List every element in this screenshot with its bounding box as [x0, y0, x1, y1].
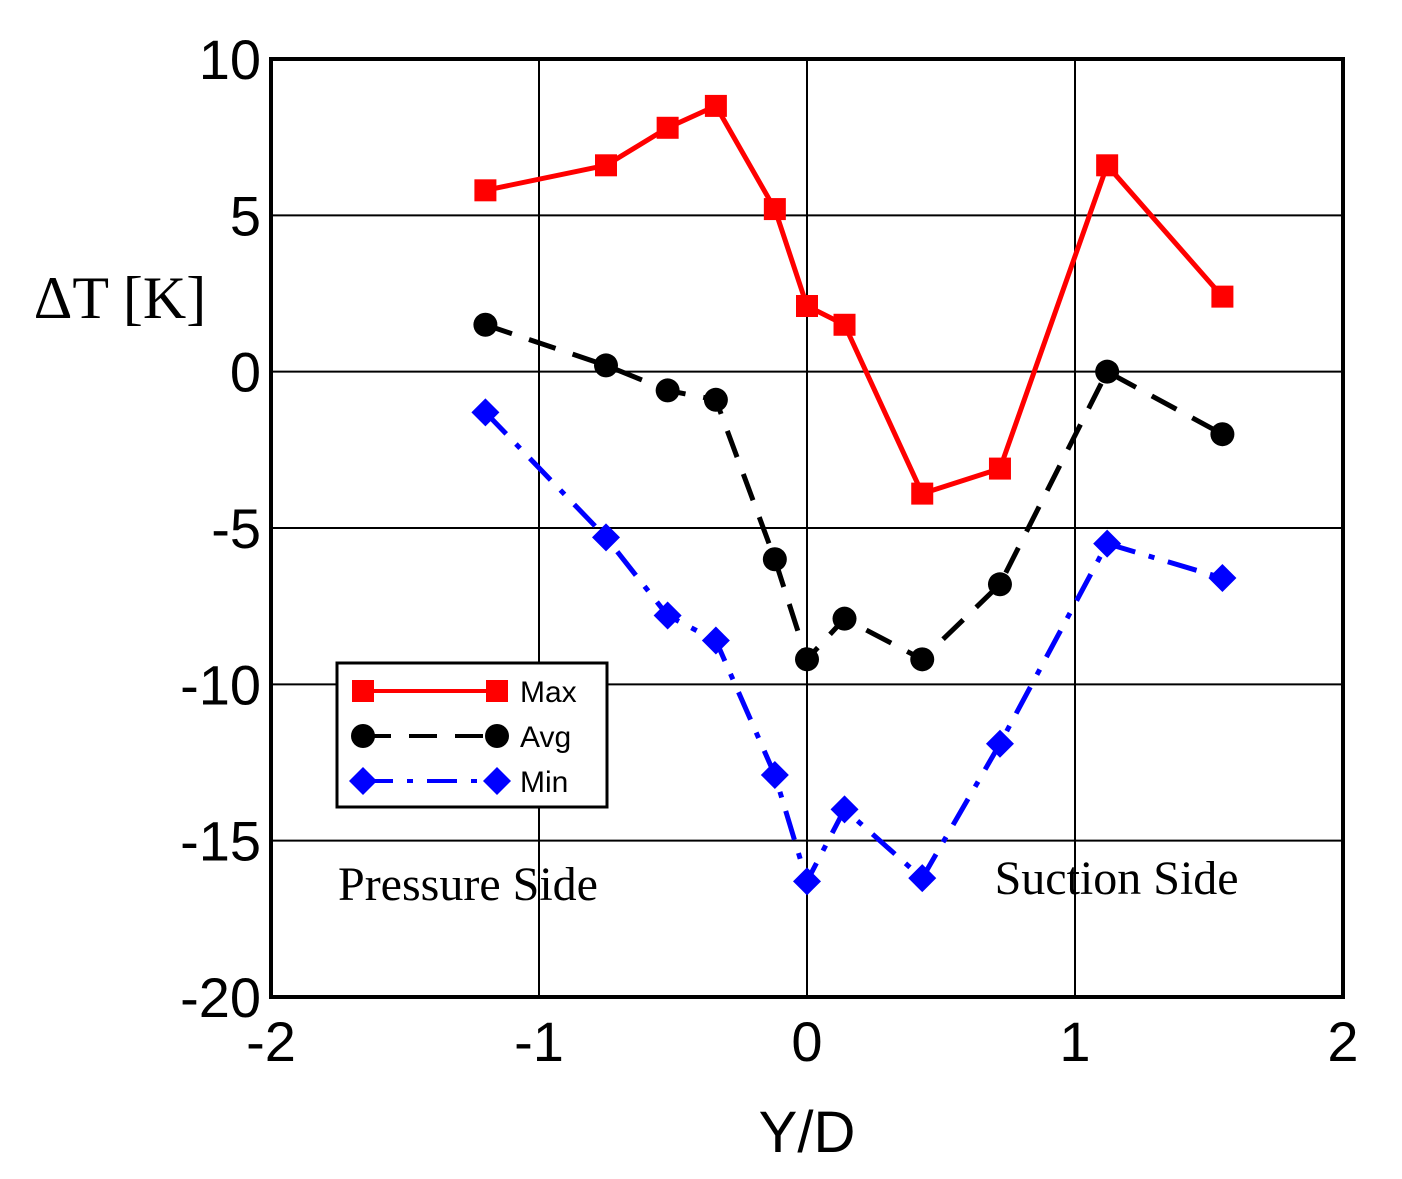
min-point [985, 729, 1014, 758]
min-point [1208, 564, 1237, 593]
data-series [471, 94, 1237, 896]
avg-point [1095, 359, 1120, 384]
legend-entries: Max Avg Min [349, 676, 577, 799]
legend-marker-min [483, 767, 511, 795]
max-point [763, 198, 786, 221]
legend-marker-max [352, 680, 374, 702]
avg-point [762, 547, 787, 572]
y-tick-label: -10 [180, 653, 261, 716]
max-point [656, 116, 679, 139]
y-tick-label: 10 [199, 28, 261, 91]
x-axis-label: Y/D [759, 1100, 856, 1165]
min-point [830, 795, 859, 824]
legend-label-max: Max [520, 676, 577, 709]
max-point [704, 94, 727, 117]
plot-frame [269, 57, 1345, 999]
max-point [474, 179, 497, 202]
avg-point [987, 572, 1012, 597]
min-point [592, 523, 620, 552]
legend-label-avg: Avg [520, 721, 571, 754]
y-tick-label: 5 [230, 184, 261, 247]
min-point [471, 398, 500, 427]
avg-point [594, 353, 618, 378]
max-point [833, 313, 856, 336]
legend-label-min: Min [520, 766, 568, 799]
avg-point [832, 606, 857, 631]
legend-marker-min [349, 767, 377, 795]
legend-entry-max: Max [352, 676, 577, 709]
avg-point [795, 647, 819, 672]
min-point [1093, 529, 1122, 558]
x-tick-label: -1 [514, 1010, 564, 1073]
min-point [908, 864, 937, 893]
avg-point [910, 647, 935, 672]
series-min [471, 398, 1237, 896]
avg-point [703, 387, 728, 412]
max-point [796, 295, 818, 318]
y-axis-label: ΔT [K] [34, 265, 206, 331]
legend-entry-min: Min [349, 766, 568, 799]
suction-side-annotation: Suction Side [995, 852, 1239, 905]
legend-marker-avg [351, 724, 375, 748]
x-tick-label: 2 [1327, 1010, 1358, 1073]
x-tick-label: 0 [791, 1010, 822, 1073]
max-point [595, 154, 617, 177]
avg-point [655, 378, 680, 403]
legend-marker-max [486, 680, 508, 702]
y-tick-label: 0 [230, 341, 261, 404]
max-point [1211, 285, 1234, 308]
min-point [653, 601, 682, 630]
min-point [701, 626, 730, 655]
min-point [793, 867, 821, 896]
avg-point [1210, 422, 1235, 447]
y-tick-label: -15 [180, 810, 261, 873]
max-point [988, 457, 1011, 480]
legend-entry-avg: Avg [351, 721, 571, 754]
max-point [1096, 154, 1119, 177]
min-point [760, 761, 789, 790]
legend: Max Avg Min [335, 661, 609, 809]
x-tick-label: 1 [1059, 1010, 1090, 1073]
max-point [911, 482, 934, 505]
pressure-side-annotation: Pressure Side [338, 858, 598, 911]
legend-marker-avg [485, 724, 509, 748]
y-tick-label: -5 [211, 497, 261, 560]
series-max [474, 94, 1234, 505]
series-avg [473, 312, 1235, 672]
avg-point [473, 312, 498, 337]
y-tick-label: -20 [180, 966, 261, 1029]
x-tick-label: -2 [246, 1010, 296, 1073]
